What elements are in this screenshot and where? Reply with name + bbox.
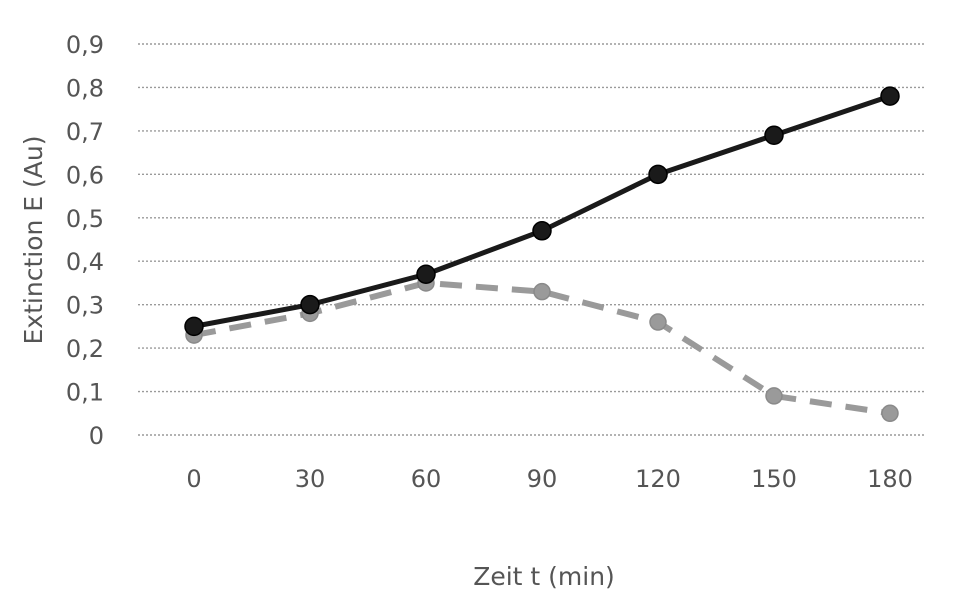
y-tick-label: 0,7 bbox=[66, 118, 104, 146]
x-axis-ticks: 0 30 60 90 120 150 180 bbox=[186, 465, 913, 493]
y-tick-label: 0,5 bbox=[66, 205, 104, 233]
data-point-solid bbox=[533, 222, 551, 240]
y-tick-label: 0,8 bbox=[66, 74, 104, 102]
y-tick-label: 0,9 bbox=[66, 31, 104, 59]
y-tick-label: 0,1 bbox=[66, 379, 104, 407]
data-point-solid bbox=[301, 296, 319, 314]
y-axis-ticks: 0 0,1 0,2 0,3 0,4 0,5 0,6 0,7 0,8 0,9 bbox=[66, 31, 104, 450]
data-point-solid bbox=[881, 87, 899, 105]
data-point-dashed bbox=[766, 388, 782, 404]
series-group bbox=[185, 87, 899, 421]
data-point-solid bbox=[649, 165, 667, 183]
x-tick-label: 60 bbox=[411, 465, 442, 493]
y-tick-label: 0,3 bbox=[66, 292, 104, 320]
x-tick-label: 150 bbox=[751, 465, 797, 493]
y-axis-title: Extinction E (Au) bbox=[19, 136, 48, 345]
x-tick-label: 120 bbox=[635, 465, 681, 493]
x-tick-label: 90 bbox=[527, 465, 558, 493]
y-tick-label: 0,6 bbox=[66, 161, 104, 189]
data-point-solid bbox=[765, 126, 783, 144]
data-point-dashed bbox=[882, 405, 898, 421]
data-point-solid bbox=[185, 317, 203, 335]
data-point-dashed bbox=[534, 284, 550, 300]
data-point-solid bbox=[417, 265, 435, 283]
gridlines bbox=[138, 44, 925, 435]
y-tick-label: 0,4 bbox=[66, 248, 104, 276]
y-tick-label: 0,2 bbox=[66, 335, 104, 363]
x-tick-label: 0 bbox=[186, 465, 201, 493]
x-tick-label: 180 bbox=[867, 465, 913, 493]
x-tick-label: 30 bbox=[295, 465, 326, 493]
data-point-dashed bbox=[650, 314, 666, 330]
y-tick-label: 0 bbox=[89, 422, 104, 450]
x-axis-title: Zeit t (min) bbox=[473, 562, 615, 591]
